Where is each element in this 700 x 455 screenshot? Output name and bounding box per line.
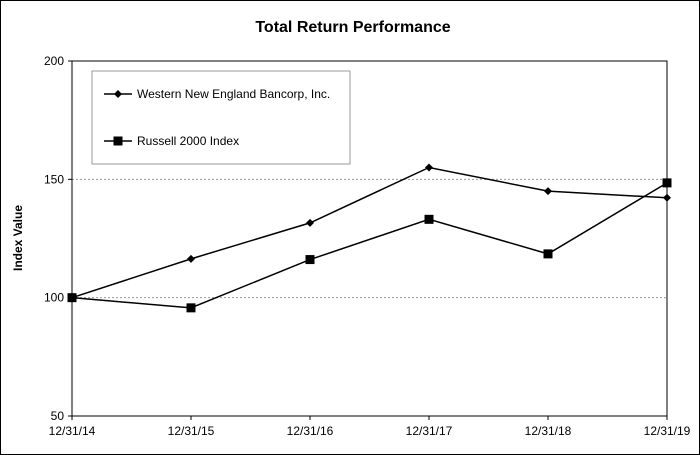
y-tick-label: 200 xyxy=(44,54,64,68)
diamond-marker xyxy=(306,218,314,227)
y-tick-label: 150 xyxy=(44,172,64,186)
x-tick-label: 12/31/19 xyxy=(644,424,691,438)
y-axis-label: Index Value xyxy=(11,205,25,271)
axis-ticks: 50 100 150 200 12/31/14 12/31/15 12/31/16 12/31… xyxy=(44,54,691,438)
x-tick-label: 12/31/17 xyxy=(406,424,453,438)
legend-label: Western New England Bancorp, Inc. xyxy=(137,87,330,101)
series-line xyxy=(71,166,668,299)
legend-label: Russell 2000 Index xyxy=(137,134,239,148)
legend-box xyxy=(91,70,351,165)
series-2 xyxy=(67,178,672,313)
legend-item-2: Russell 2000 Index xyxy=(104,134,239,148)
square-marker xyxy=(424,214,434,224)
series-group xyxy=(67,163,672,313)
y-tick-label: 100 xyxy=(44,291,64,305)
diamond-marker xyxy=(114,90,122,98)
legend: Western New England Bancorp, Inc. Russell… xyxy=(91,70,351,165)
square-marker xyxy=(662,178,672,188)
x-tick-label: 12/31/14 xyxy=(49,424,96,438)
chart-title: Total Return Performance xyxy=(255,19,450,36)
series-1 xyxy=(68,163,671,302)
x-tick-label: 12/31/16 xyxy=(287,424,334,438)
square-marker xyxy=(543,249,553,259)
square-marker xyxy=(67,293,77,303)
x-tick-label: 12/31/18 xyxy=(525,424,572,438)
plot-area xyxy=(71,60,668,417)
y-tick-label: 50 xyxy=(51,409,65,423)
diamond-marker xyxy=(425,163,433,172)
square-marker xyxy=(186,303,196,313)
gridlines xyxy=(72,178,667,299)
x-tick-label: 12/31/15 xyxy=(168,424,215,438)
square-marker xyxy=(113,136,123,146)
diamond-marker xyxy=(663,193,671,202)
diamond-marker xyxy=(187,254,195,263)
square-marker xyxy=(305,255,315,265)
series-line xyxy=(71,182,668,309)
legend-item-1: Western New England Bancorp, Inc. xyxy=(104,87,330,101)
diamond-marker xyxy=(544,187,552,196)
